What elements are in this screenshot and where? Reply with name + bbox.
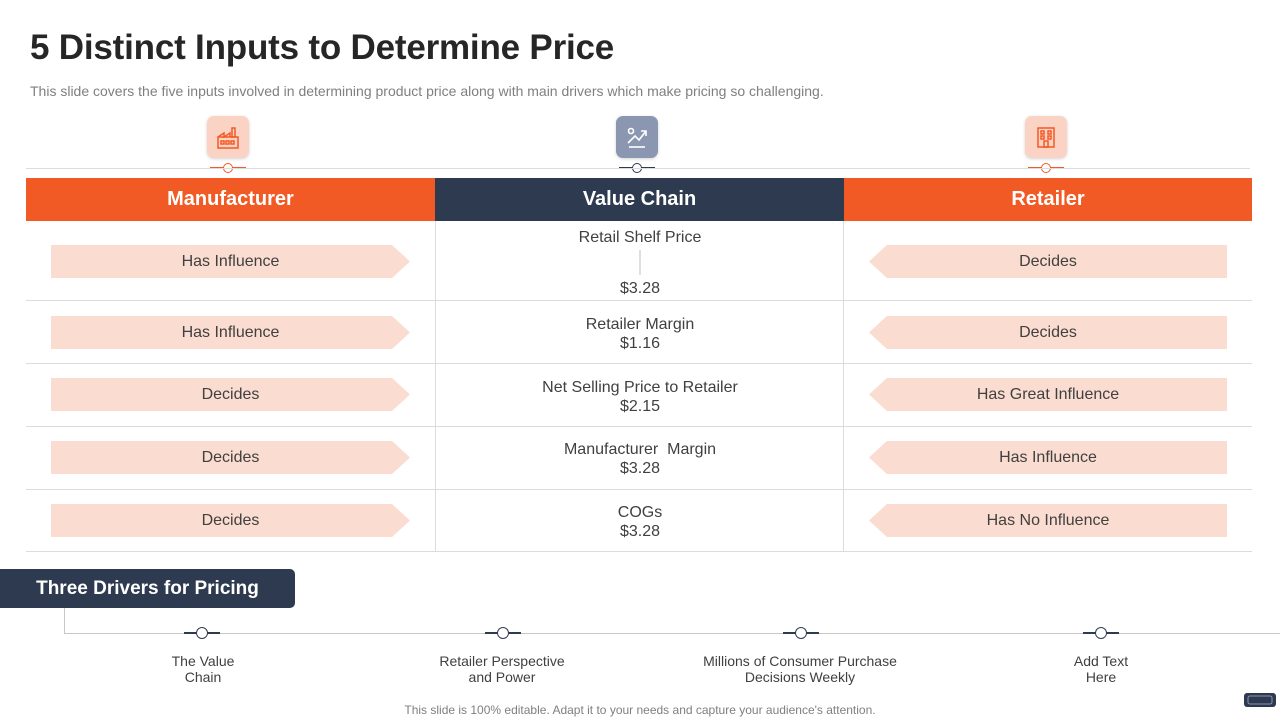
manufacturer-header: Manufacturer (26, 178, 435, 221)
value-chain-amount: $3.28 (619, 280, 661, 297)
value-chain-label: Net Selling Price to Retailer (542, 379, 738, 396)
column-divider (435, 221, 436, 552)
drivers-heading: Three Drivers for Pricing (0, 569, 295, 608)
store-building-icon (1025, 116, 1067, 158)
manufacturer-cell: Decides (51, 441, 410, 474)
value-chain-amount: $3.28 (619, 460, 661, 477)
row-divider (26, 363, 1252, 364)
row-divider (26, 551, 1252, 552)
driver-label: The Value Chain (171, 653, 235, 685)
retailer-cell: Has No Influence (869, 504, 1227, 537)
row-divider (26, 300, 1252, 301)
retailer-cell: Decides (869, 316, 1227, 349)
value-chain-amount: $1.16 (619, 335, 661, 352)
value-chain-amount: $2.15 (619, 398, 661, 415)
driver-label: Retailer Perspective and Power (439, 653, 565, 685)
retailer-icon-group (1016, 116, 1076, 174)
slide-thumbnail-icon (1244, 693, 1276, 707)
value-chain-label: Retailer Margin (585, 316, 695, 333)
manufacturer-icon-group (198, 116, 258, 174)
footer-note: This slide is 100% editable. Adapt it to… (404, 703, 876, 717)
retailer-header: Retailer (844, 178, 1252, 221)
value-chain-label: Retail Shelf Price (578, 229, 702, 246)
value-chain-label: Manufacturer Margin (563, 441, 717, 458)
driver-node (1083, 627, 1119, 639)
value-chain-label: COGs (617, 504, 663, 521)
driver-node (485, 627, 521, 639)
driver-node (783, 627, 819, 639)
row-divider (26, 426, 1252, 427)
manufacturer-cell: Decides (51, 504, 410, 537)
value-chain-amount: $3.28 (619, 523, 661, 540)
value-chain-header: Value Chain (435, 178, 844, 221)
factory-icon (207, 116, 249, 158)
value-chain-icon (616, 116, 658, 158)
page-title: 5 Distinct Inputs to Determine Price (30, 28, 615, 67)
drivers-timeline (64, 633, 1280, 634)
manufacturer-cell: Decides (51, 378, 410, 411)
value-chain-icon-group (607, 116, 667, 174)
down-arrow-icon (639, 250, 641, 275)
driver-label: Add Text Here (1073, 653, 1129, 685)
manufacturer-cell: Has Influence (51, 316, 410, 349)
driver-label: Millions of Consumer Purchase Decisions … (703, 653, 897, 685)
page-subtitle: This slide covers the five inputs involv… (30, 83, 824, 99)
retailer-cell: Has Great Influence (869, 378, 1227, 411)
manufacturer-cell: Has Influence (51, 245, 410, 278)
column-divider (843, 221, 844, 552)
row-divider (26, 489, 1252, 490)
retailer-cell: Decides (869, 245, 1227, 278)
retailer-cell: Has Influence (869, 441, 1227, 474)
drivers-connector-vertical (64, 608, 65, 633)
driver-node (184, 627, 220, 639)
top-divider (26, 168, 1250, 169)
